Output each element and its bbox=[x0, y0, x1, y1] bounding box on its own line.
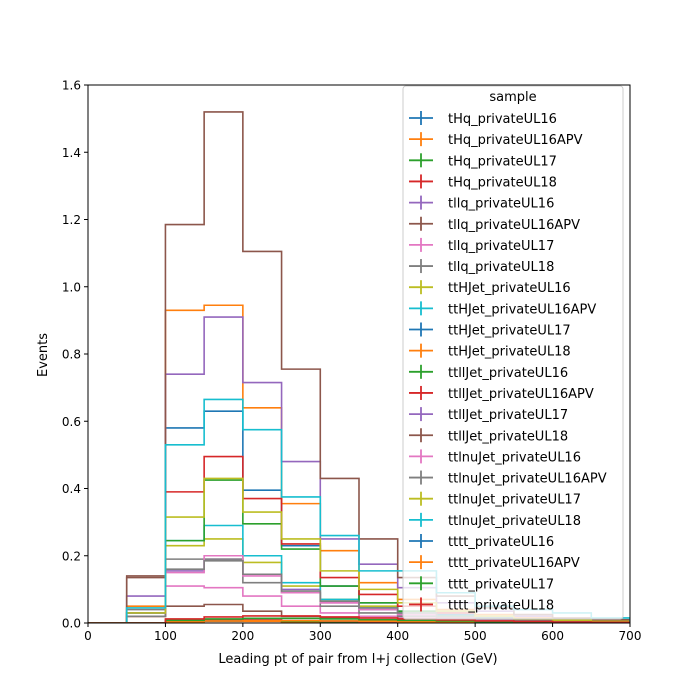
x-tick-label: 600 bbox=[541, 629, 564, 643]
legend-entry: tttt_privateUL17 bbox=[409, 576, 554, 592]
legend-entry: ttllJet_privateUL18 bbox=[409, 428, 568, 444]
legend-entry: ttHJet_privateUL17 bbox=[409, 322, 571, 339]
legend-label: tHq_privateUL16 bbox=[448, 112, 557, 127]
x-tick-label: 100 bbox=[154, 629, 177, 643]
y-axis-label: Events bbox=[36, 333, 51, 377]
legend-entry: tllq_privateUL16APV bbox=[409, 216, 580, 233]
legend-label: tttt_privateUL16APV bbox=[448, 556, 580, 571]
legend-entry: tllq_privateUL18 bbox=[409, 259, 554, 275]
legend-label: tllq_privateUL16APV bbox=[448, 218, 580, 233]
legend-entry: ttHJet_privateUL16APV bbox=[409, 301, 596, 317]
legend-entry: ttllJet_privateUL16APV bbox=[409, 385, 594, 402]
legend-entry: ttlnuJet_privateUL17 bbox=[409, 491, 581, 508]
x-tick-label: 500 bbox=[464, 629, 487, 643]
legend-entry: ttlnuJet_privateUL18 bbox=[409, 512, 581, 529]
legend-title: sample bbox=[489, 90, 536, 105]
y-tick-label: 0.0 bbox=[62, 617, 81, 631]
legend-label: ttHJet_privateUL16 bbox=[448, 281, 571, 296]
legend-entry: ttllJet_privateUL16 bbox=[409, 364, 568, 381]
legend-entry: ttHJet_privateUL18 bbox=[409, 343, 571, 360]
legend-label: ttllJet_privateUL18 bbox=[448, 429, 568, 444]
y-tick-label: 0.4 bbox=[62, 482, 81, 496]
y-tick-label: 1.2 bbox=[62, 213, 81, 227]
legend-entry: tttt_privateUL18 bbox=[409, 597, 554, 613]
legend-label: tttt_privateUL16 bbox=[448, 535, 554, 550]
x-tick-label: 700 bbox=[619, 629, 642, 643]
legend-entry: tllq_privateUL17 bbox=[409, 237, 554, 254]
x-axis-ticks: 0 100 200 300 400 500 600 700 bbox=[84, 623, 641, 643]
legend-entry: ttHJet_privateUL16 bbox=[409, 280, 571, 296]
series-line-tttt_privateUL18 bbox=[88, 615, 630, 623]
legend-label: tllq_privateUL18 bbox=[448, 260, 554, 275]
legend-label: ttlnuJet_privateUL18 bbox=[448, 514, 581, 529]
legend-label: tllq_privateUL16 bbox=[448, 197, 554, 212]
legend-entry: tllq_privateUL16 bbox=[409, 195, 554, 212]
y-tick-label: 0.6 bbox=[62, 415, 81, 429]
x-tick-label: 300 bbox=[309, 629, 332, 643]
y-tick-label: 1.0 bbox=[62, 280, 81, 294]
legend-entry: tttt_privateUL16APV bbox=[409, 555, 580, 571]
legend-entry: ttllJet_privateUL17 bbox=[409, 407, 568, 423]
legend-entry: tHq_privateUL18 bbox=[409, 174, 557, 190]
legend-entry: tHq_privateUL16APV bbox=[409, 132, 583, 148]
x-axis-label: Leading pt of pair from l+j collection (… bbox=[218, 652, 497, 667]
legend-entry: ttlnuJet_privateUL16APV bbox=[409, 470, 607, 487]
legend-entry: ttlnuJet_privateUL16 bbox=[409, 449, 581, 465]
legend-label: ttllJet_privateUL16APV bbox=[448, 387, 594, 402]
legend-entry: tHq_privateUL17 bbox=[409, 153, 557, 169]
y-tick-label: 0.2 bbox=[62, 549, 81, 563]
legend-label: ttllJet_privateUL17 bbox=[448, 408, 568, 423]
legend-label: tttt_privateUL17 bbox=[448, 577, 554, 592]
legend-label: ttHJet_privateUL16APV bbox=[448, 302, 596, 317]
y-axis-ticks: 0.0 0.2 0.4 0.6 0.8 1.0 1.2 1.4 1.6 bbox=[62, 79, 88, 631]
legend-label: ttHJet_privateUL17 bbox=[448, 324, 571, 339]
legend-entry: tttt_privateUL16 bbox=[409, 534, 554, 550]
legend-label: tllq_privateUL17 bbox=[448, 239, 554, 254]
legend-label: tHq_privateUL17 bbox=[448, 154, 557, 169]
legend-label: ttHJet_privateUL18 bbox=[448, 345, 571, 360]
x-tick-label: 400 bbox=[386, 629, 409, 643]
legend-label: tHq_privateUL18 bbox=[448, 175, 557, 190]
y-tick-label: 1.4 bbox=[62, 146, 81, 160]
x-tick-label: 0 bbox=[84, 629, 92, 643]
legend: sample tHq_privateUL16 tHq_privateUL16APVt… bbox=[402, 85, 624, 620]
legend-entry: tHq_privateUL16 bbox=[409, 111, 557, 127]
legend-box bbox=[402, 85, 624, 620]
legend-label: ttlnuJet_privateUL16 bbox=[448, 450, 581, 465]
legend-label: ttlnuJet_privateUL16APV bbox=[448, 472, 607, 487]
legend-label: ttlnuJet_privateUL17 bbox=[448, 493, 581, 508]
legend-label: tHq_privateUL16APV bbox=[448, 133, 583, 148]
y-tick-label: 1.6 bbox=[62, 79, 81, 93]
y-tick-label: 0.8 bbox=[62, 348, 81, 362]
legend-label: ttllJet_privateUL16 bbox=[448, 366, 568, 381]
x-tick-label: 200 bbox=[231, 629, 254, 643]
legend-label: tttt_privateUL18 bbox=[448, 598, 554, 613]
